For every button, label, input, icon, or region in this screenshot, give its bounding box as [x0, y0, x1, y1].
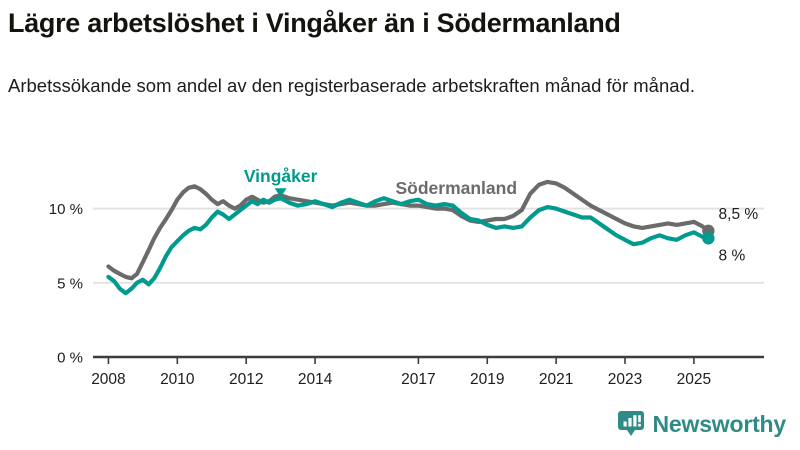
series-lines: [106, 179, 715, 296]
chart-subtitle: Arbetssökande som andel av den registerb…: [8, 75, 695, 96]
x-axis: [93, 355, 764, 364]
y-tick-label: 10 %: [49, 201, 83, 218]
x-tick-label: 2023: [608, 371, 642, 388]
series-label-södermanland: Södermanland: [395, 178, 517, 198]
brand-wordmark: Newsworthy: [652, 410, 787, 437]
value-label-södermanland: 8,5 %: [719, 206, 759, 223]
x-tick-label: 2014: [298, 371, 333, 388]
series-annotations: Vingåker Södermanland 8,5 % 8 %: [244, 166, 759, 264]
page-title: Lägre arbetslöshet i Vingåker än i Söder…: [8, 8, 621, 38]
y-tick-label: 5 %: [57, 275, 83, 292]
series-label-pointer: [274, 188, 287, 198]
gridlines: [93, 207, 764, 284]
series-label-vingåker: Vingåker: [244, 166, 318, 186]
line-chart-svg: 0 %5 %10 % 2008 2010 2012 2014 2017 2019 2021 2…: [49, 166, 764, 388]
x-tick-label: 2021: [539, 371, 573, 388]
x-tick-label: 2010: [160, 371, 195, 388]
x-tick-label: 2019: [470, 371, 504, 388]
series-endpoint-vingåker: [702, 232, 715, 245]
x-tick-label: 2008: [91, 371, 125, 388]
series-line-vingåker: [106, 196, 711, 296]
x-tick-label: 2017: [401, 371, 435, 388]
newsworthy-logo: Newsworthy: [617, 410, 787, 438]
bar-chart-badge-icon: [617, 411, 644, 436]
x-tick-label: 2012: [229, 371, 263, 388]
x-tick-label: 2025: [677, 371, 711, 388]
y-axis-labels: 0 % 5 % 10 %: [49, 201, 83, 366]
chart-plot-area: 0 % 5 % 10 % 2008 2010 2012 2014 2017 2019 2021 2…: [0, 160, 800, 400]
y-tick-label: 0 %: [57, 350, 83, 367]
x-axis-labels: 2008 2010 2012 2014 2017 2019 2021 2023 2025: [91, 371, 711, 388]
value-label-vingåker: 8 %: [719, 247, 746, 264]
